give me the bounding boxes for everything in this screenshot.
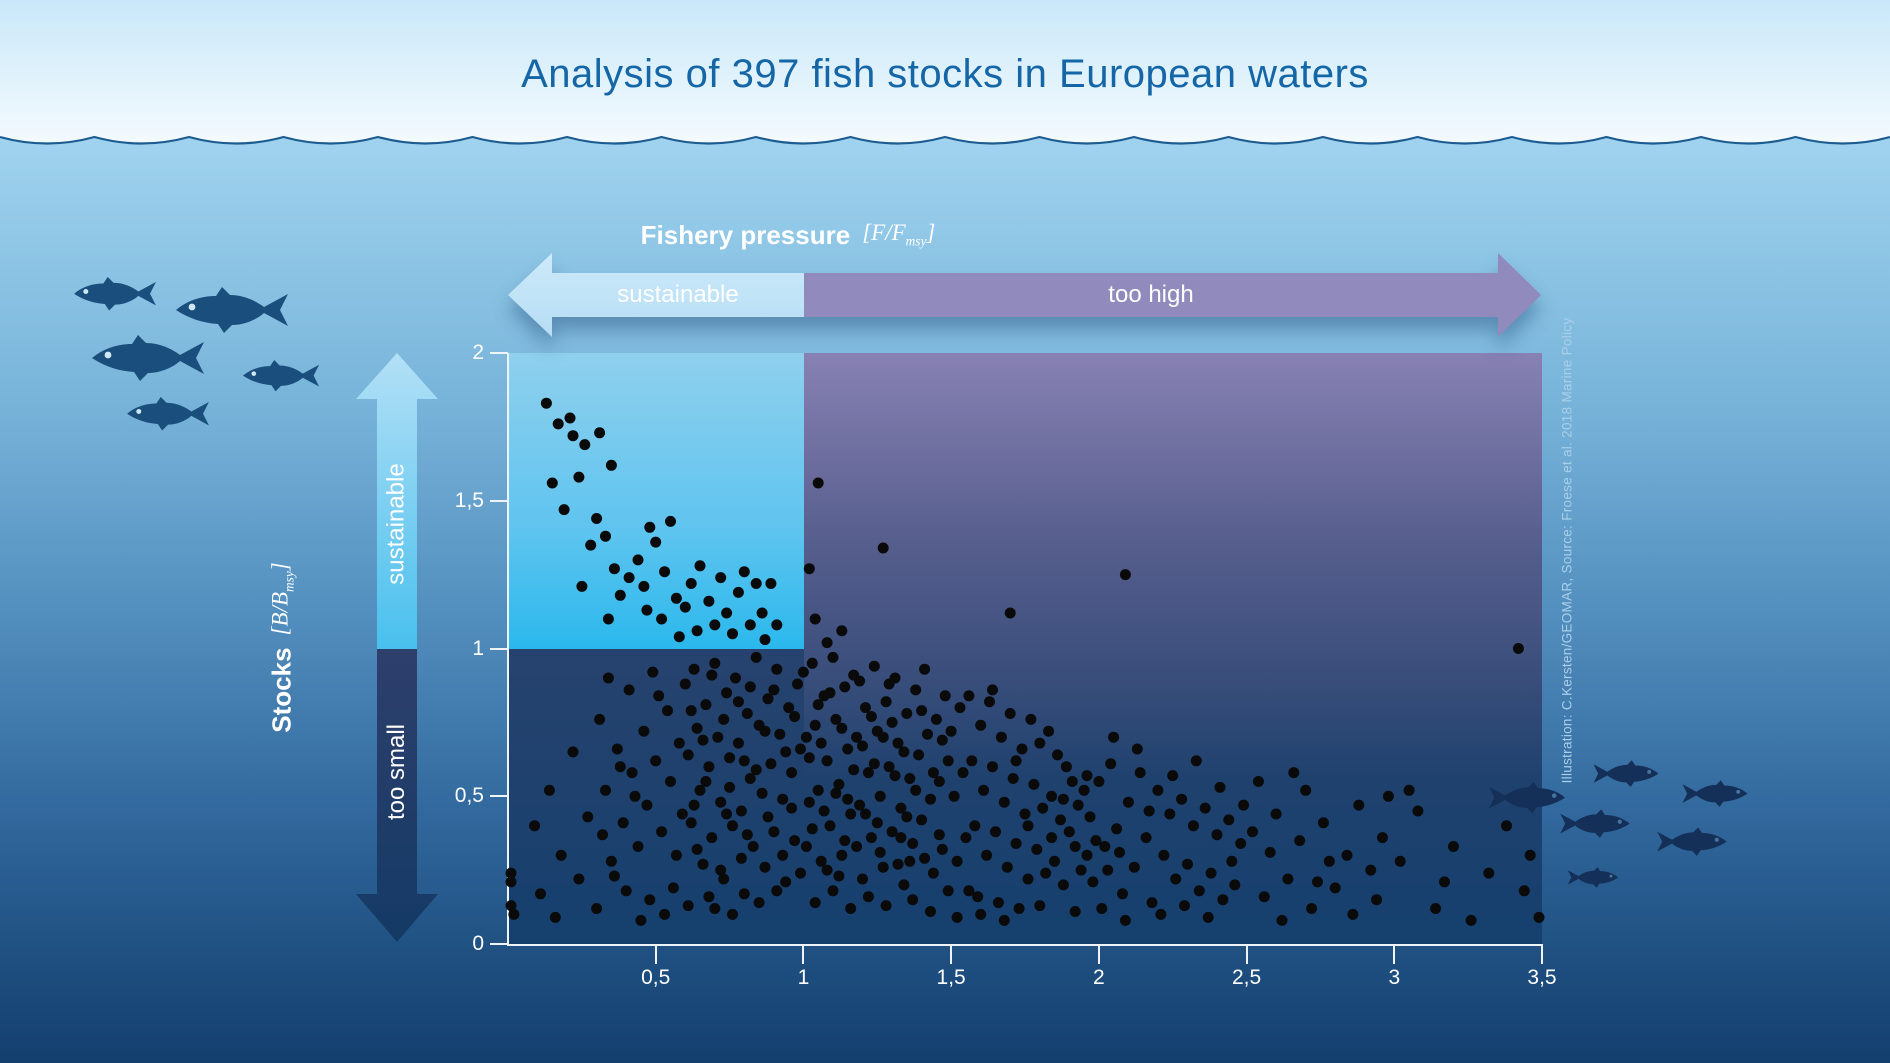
page-title: Analysis of 397 fish stocks in European …: [521, 52, 1369, 96]
x-tick-label: 1: [797, 966, 810, 989]
x-tick-label: 2,5: [1231, 966, 1262, 989]
quadrant-too-high-pressure: [804, 353, 1542, 944]
y-tick-label: 1,5: [454, 488, 484, 512]
wave-stroke: [0, 135, 1890, 145]
y-tick-mark: [490, 647, 508, 650]
x-tick-mark: [1541, 946, 1543, 964]
credit-text: Illustration: C.Kersten/GEOMAR, Source: …: [1559, 317, 1575, 783]
x-axis-title-text: Fishery pressure: [640, 219, 851, 250]
x-tick-mark: [654, 946, 657, 964]
y-tick-label: 0,5: [454, 784, 484, 808]
x-tick-mark: [1393, 946, 1396, 964]
x-axis-line: [507, 944, 1543, 946]
x-tick-mark: [1245, 946, 1248, 964]
sky-band: [0, 0, 1890, 152]
x-tick-label: 3: [1388, 966, 1401, 989]
x-tick-mark: [950, 946, 953, 964]
arrow-label-sustainable-stock: sustainable: [383, 463, 411, 585]
water-surface-wave-line: [0, 135, 1890, 153]
arrow-label-too-high: too high: [1108, 281, 1194, 308]
y-tick-label: 0: [472, 932, 484, 955]
quadrant-sustainable: [508, 353, 804, 649]
y-tick-mark: [490, 943, 508, 945]
x-tick-label: 2: [1093, 966, 1105, 989]
x-tick-mark: [1097, 946, 1100, 964]
x-axis-title: Fishery pressure [F/Fmsy]: [508, 216, 1068, 254]
y-axis-title: Stocks [B/Bmsy]: [242, 353, 322, 941]
y-tick-mark: [490, 499, 508, 502]
wave-fill: [0, 137, 1890, 153]
x-axis-formula: [F/Fmsy]: [862, 220, 936, 249]
x-tick-label: 1,5: [936, 966, 966, 989]
arrow-label-sustainable-pressure: sustainable: [617, 281, 739, 308]
y-axis-line: [507, 353, 509, 946]
y-tick-label: 2: [472, 341, 484, 364]
x-tick-label: 3,5: [1527, 966, 1557, 989]
credit-note: Illustration: C.Kersten/GEOMAR, Source: …: [1550, 295, 1584, 805]
x-tick-label: 0,5: [641, 966, 671, 989]
y-tick-mark: [490, 352, 508, 354]
arrow-label-too-small: too small: [383, 723, 411, 820]
y-tick-label: 1: [472, 636, 484, 660]
y-tick-mark: [490, 795, 508, 798]
y-axis-formula: [B/Bmsy]: [267, 561, 296, 635]
y-axis-title-text: Stocks: [266, 646, 297, 733]
x-tick-mark: [802, 946, 805, 964]
